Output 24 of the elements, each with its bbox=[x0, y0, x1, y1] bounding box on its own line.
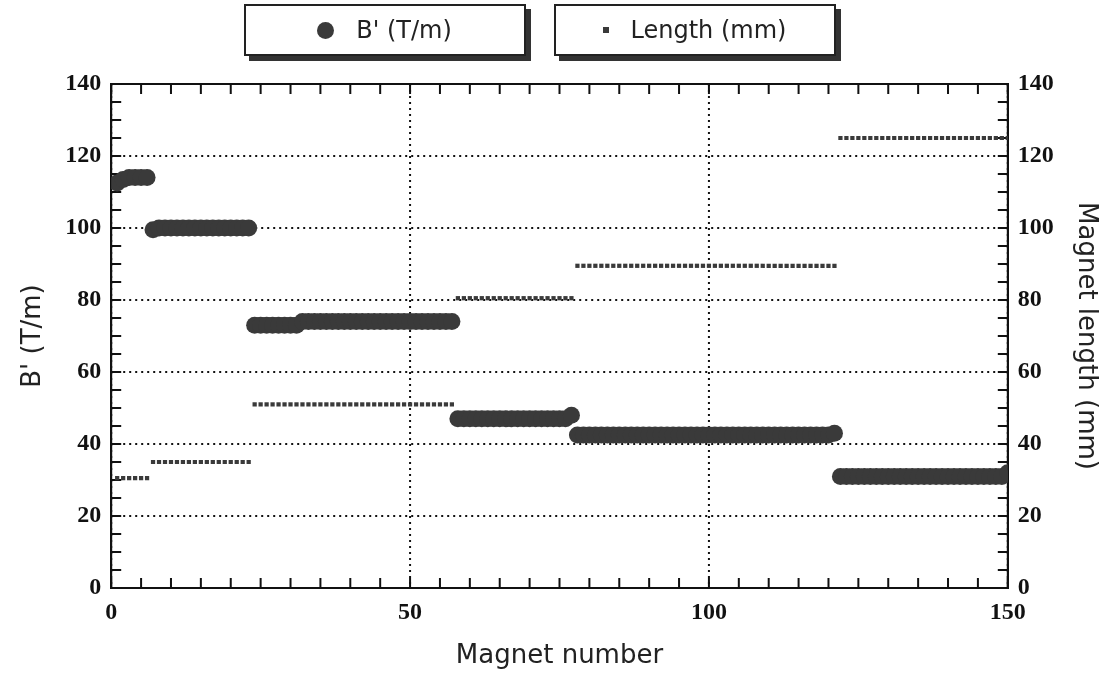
y2-tick-label: 80 bbox=[1017, 285, 1042, 312]
y-axis-title: B' (T/m) bbox=[16, 284, 47, 388]
x-tick-label: 150 bbox=[989, 597, 1026, 624]
y2-tick-label: 0 bbox=[1017, 573, 1030, 600]
x-tick-label: 100 bbox=[690, 597, 727, 624]
x-tick-label: 50 bbox=[398, 597, 423, 624]
x-axis-title: Magnet number bbox=[455, 639, 664, 670]
y-tick-label: 20 bbox=[77, 501, 102, 528]
y-tick-label: 60 bbox=[77, 357, 102, 384]
y-tick-label: 140 bbox=[65, 69, 102, 96]
y-tick-label: 80 bbox=[77, 285, 102, 312]
legend-label: Length (mm) bbox=[630, 16, 787, 44]
y-tick-label: 100 bbox=[65, 213, 102, 240]
y2-tick-label: 100 bbox=[1017, 213, 1054, 240]
y2-tick-label: 60 bbox=[1017, 357, 1042, 384]
y-tick-label: 40 bbox=[77, 429, 102, 456]
y2-tick-label: 140 bbox=[1017, 69, 1054, 96]
y2-tick-label: 20 bbox=[1017, 501, 1042, 528]
y-tick-label: 0 bbox=[89, 573, 102, 600]
y2-tick-label: 120 bbox=[1017, 141, 1054, 168]
legend-label: B' (T/m) bbox=[356, 16, 452, 44]
y2-axis-title: Magnet length (mm) bbox=[1072, 202, 1103, 470]
y2-tick-label: 40 bbox=[1017, 429, 1042, 456]
y-tick-label: 120 bbox=[65, 141, 102, 168]
